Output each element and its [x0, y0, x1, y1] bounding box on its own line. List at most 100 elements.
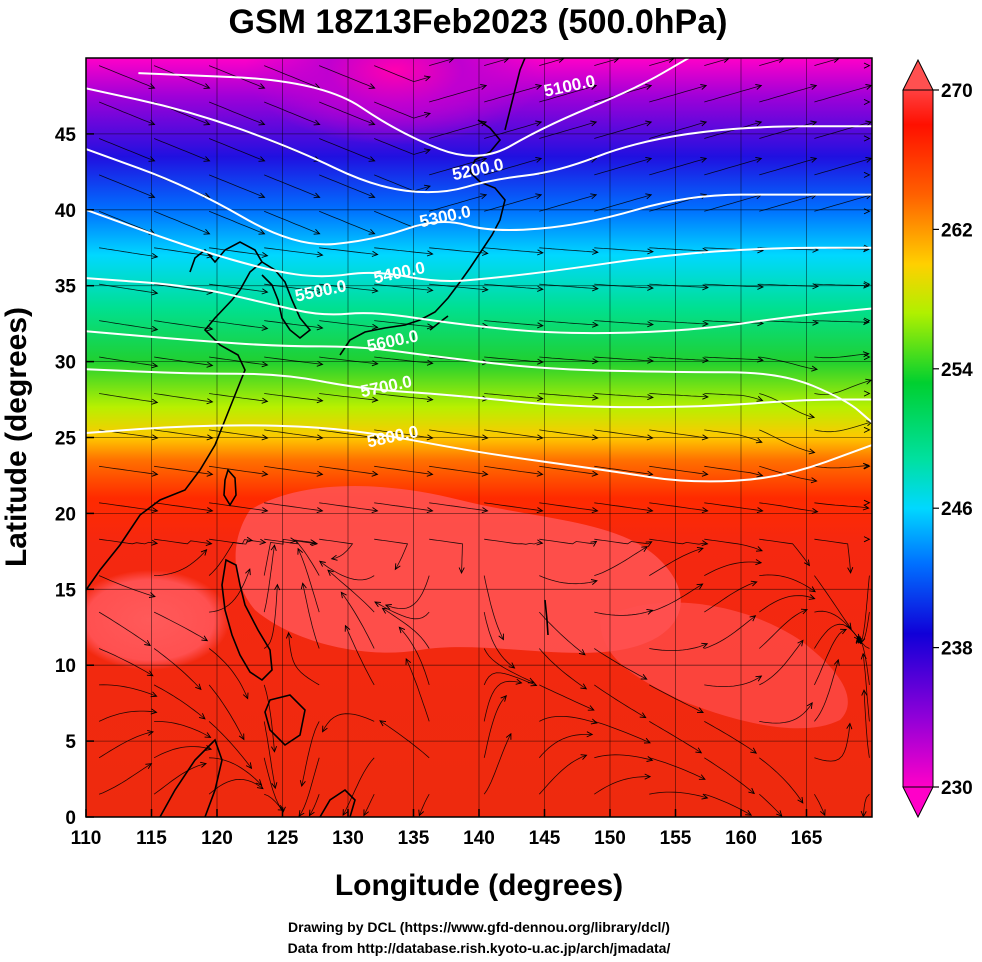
streamline [429, 158, 487, 176]
streamline-arrow [809, 586, 816, 593]
streamline-arrow [261, 397, 269, 404]
streamline [98, 65, 155, 89]
streamline [382, 607, 430, 649]
streamline-arrow [810, 84, 818, 90]
streamline [814, 320, 869, 323]
streamline [98, 138, 155, 162]
streamline [814, 158, 872, 176]
streamline-arrow [309, 539, 317, 546]
streamline-arrow [298, 810, 305, 817]
streamline-arrow [300, 582, 307, 590]
streamline-arrow [755, 675, 763, 682]
streamline-arrow [299, 780, 306, 788]
streamline [154, 538, 212, 545]
streamline [209, 568, 251, 613]
streamline-arrow [481, 507, 489, 514]
streamline-arrow [580, 683, 588, 690]
streamline-arrow [261, 361, 269, 368]
streamline [814, 194, 872, 212]
streamline [759, 757, 804, 804]
streamline [263, 584, 278, 649]
streamline-arrow [862, 351, 870, 358]
streamline-arrow [645, 541, 653, 547]
streamline-arrow [316, 324, 324, 331]
streamline-arrow [424, 111, 431, 118]
streamline-arrow [327, 569, 334, 576]
streamline [649, 85, 707, 103]
streamline [399, 627, 430, 686]
streamline-arrow [776, 810, 783, 817]
colorbar-ticks: 230 238 246 254 262 270 [933, 81, 973, 799]
streamline-arrow [647, 321, 654, 328]
streamline [99, 684, 157, 697]
streamline-arrow [151, 470, 159, 477]
streamline-arrow [261, 324, 269, 331]
streamline-arrow [645, 84, 653, 90]
streamline [153, 648, 202, 690]
streamline-arrow [340, 591, 347, 599]
streamline-arrow [590, 540, 598, 547]
streamline-arrow [204, 732, 212, 738]
streamline-arrow [755, 84, 763, 90]
contour-line [86, 148, 872, 246]
streamline [208, 210, 265, 235]
streamline-arrow [206, 325, 214, 332]
streamline-arrow [151, 289, 159, 296]
streamline-arrow [481, 286, 489, 293]
streamline [649, 791, 708, 799]
streamline-arrow [810, 477, 818, 484]
streamline-arrow [537, 358, 544, 365]
streamline-arrow [750, 747, 758, 754]
streamline-arrow [426, 359, 434, 366]
streamline [264, 101, 320, 125]
y-tick-label: 5 [65, 732, 76, 753]
streamline-arrow [702, 393, 709, 400]
x-tick-label: 150 [594, 828, 626, 849]
streamline [483, 612, 515, 669]
streamline [704, 502, 763, 512]
streamline [374, 502, 433, 512]
streamline-arrow [500, 695, 507, 702]
streamline [483, 575, 504, 640]
streamline-arrow [536, 470, 544, 477]
streamline [209, 757, 262, 786]
streamline [374, 65, 431, 83]
streamline [154, 549, 207, 576]
streamline-arrow [863, 426, 871, 433]
streamline-arrow [646, 470, 654, 477]
streamline [153, 746, 212, 759]
streamline-arrow [245, 568, 251, 576]
colorbar-bottom-arrow [902, 786, 934, 819]
streamline [153, 65, 210, 89]
streamline-arrow [640, 674, 648, 680]
streamline-arrow [592, 321, 599, 328]
credit-dcl: Drawing by DCL (https://www.gfd-dennou.o… [288, 919, 670, 935]
streamline [539, 393, 598, 399]
streamline [539, 429, 598, 439]
streamline [814, 353, 869, 359]
streamline-arrow [481, 434, 489, 441]
streamline [483, 733, 512, 795]
streamline-arrow [701, 793, 709, 800]
streamline [208, 138, 265, 162]
streamline-arrow [480, 84, 488, 90]
streamline-arrow [201, 635, 209, 642]
contour-line [86, 208, 872, 283]
streamline-arrow [150, 708, 158, 715]
streamline-arrow [847, 567, 854, 574]
streamline-arrow [646, 608, 654, 615]
streamline-arrow [757, 283, 765, 290]
streamline-arrow [537, 249, 544, 256]
streamline-arrow [592, 248, 599, 255]
y-tick-label: 0 [65, 808, 76, 829]
streamline-arrow [480, 156, 488, 163]
streamline-arrow [316, 434, 324, 441]
streamline [814, 85, 872, 103]
streamline [322, 713, 375, 732]
streamline [327, 569, 375, 613]
streamline [418, 794, 430, 816]
streamline [704, 429, 762, 443]
warm-pool-central [235, 486, 681, 653]
streamline [539, 320, 598, 326]
streamline [319, 210, 375, 235]
